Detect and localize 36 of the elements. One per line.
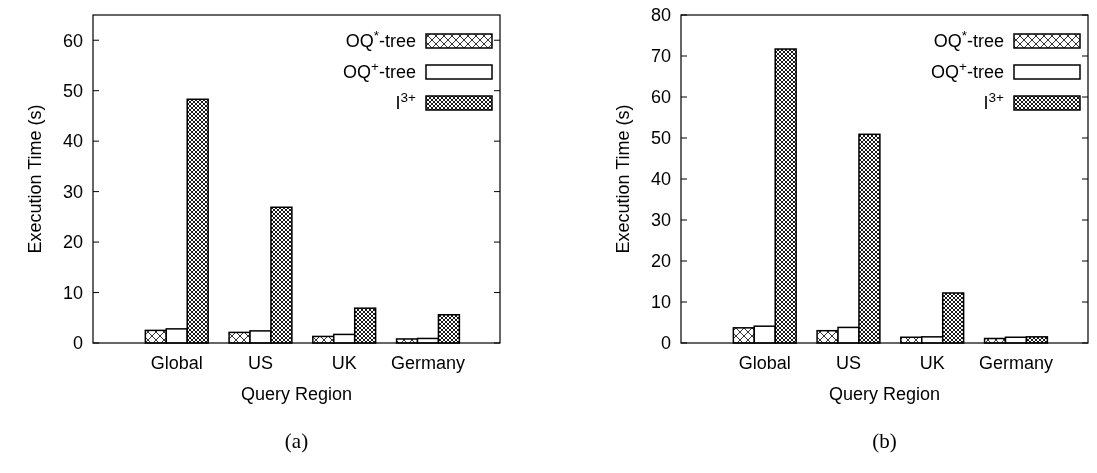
- y-tick-label: 40: [62, 131, 83, 152]
- legend-label: OQ$^{*}$-tree: [933, 27, 1004, 52]
- x-tick-label: Global: [150, 353, 203, 373]
- x-tick-label: Germany: [978, 353, 1053, 373]
- y-tick-label: 20: [62, 232, 83, 253]
- y-tick-label: 50: [650, 128, 671, 149]
- x-tick-label: UK: [331, 353, 357, 373]
- x-axis-title: Query Region: [828, 384, 941, 404]
- x-tick-label: US: [835, 353, 861, 373]
- x-tick-label: Global: [738, 353, 791, 373]
- y-tick-label: 80: [650, 5, 671, 26]
- x-tick-label: US: [247, 353, 273, 373]
- legend-label: I$^{3+}$: [395, 89, 417, 114]
- y-tick-label: 50: [62, 80, 83, 101]
- x-tick-label: UK: [919, 353, 945, 373]
- legend-label: OQ$^{+}$-tree: [343, 58, 416, 83]
- y-tick-label: 0: [660, 333, 671, 354]
- legend-label: OQ$^{+}$-tree: [931, 58, 1004, 83]
- text: (b): [872, 429, 897, 453]
- y-axis-title: Execution Time (s): [613, 104, 633, 254]
- legend-label: OQ$^{*}$-tree: [345, 27, 416, 52]
- x-tick-label: Germany: [390, 353, 465, 373]
- text: (a): [284, 429, 309, 453]
- legend-label: I$^{3+}$: [983, 89, 1005, 114]
- y-tick-label: 40: [650, 169, 671, 190]
- y-axis-title: Execution Time (s): [25, 104, 45, 254]
- y-tick-label: 30: [62, 181, 83, 202]
- y-tick-label: 10: [650, 292, 671, 313]
- y-tick-label: 60: [62, 30, 83, 51]
- y-tick-label: 10: [62, 282, 83, 303]
- y-tick-label: 60: [650, 87, 671, 108]
- y-tick-label: 0: [72, 333, 83, 354]
- x-axis-title: Query Region: [240, 384, 353, 404]
- y-tick-label: 20: [650, 251, 671, 272]
- y-tick-label: 30: [650, 210, 671, 231]
- y-tick-label: 70: [650, 46, 671, 67]
